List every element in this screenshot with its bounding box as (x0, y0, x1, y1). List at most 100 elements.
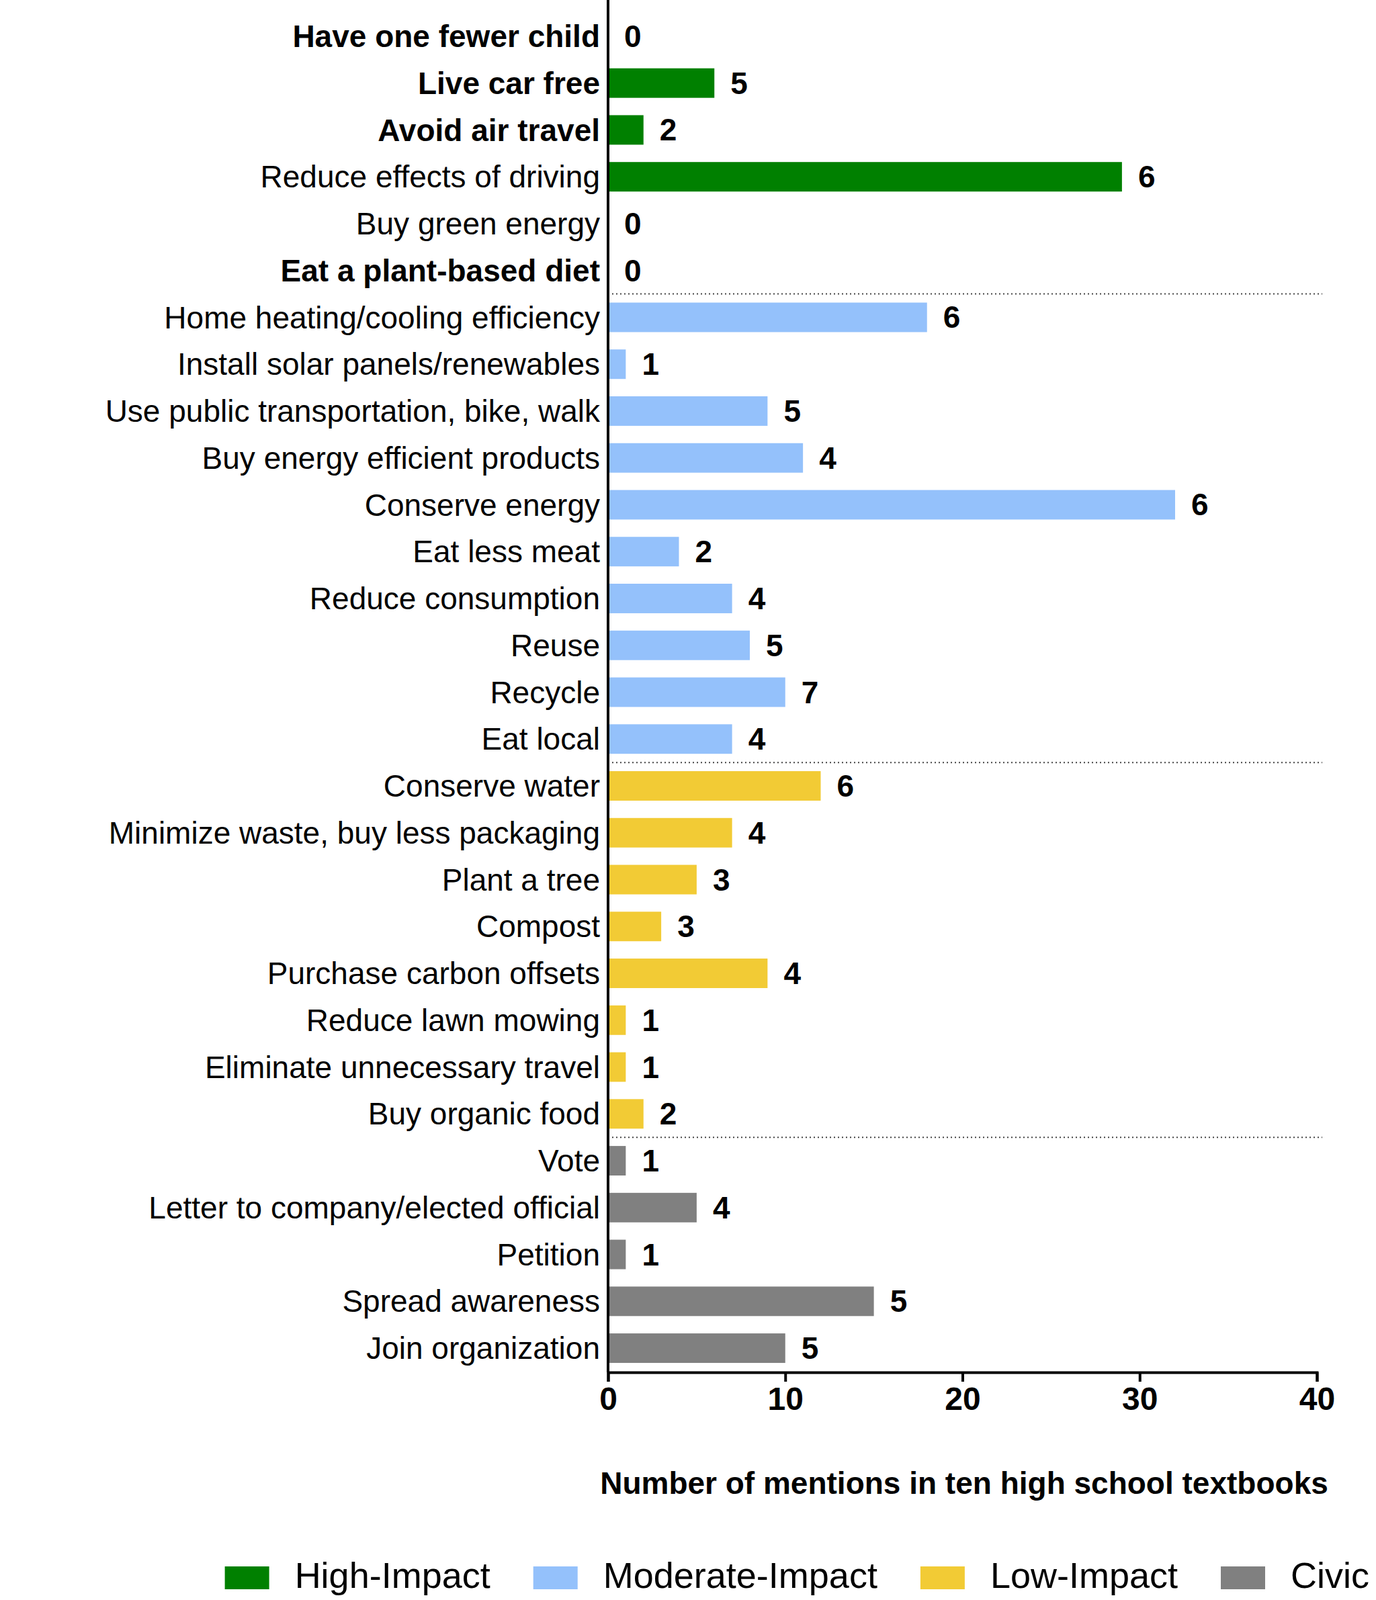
bar (608, 443, 803, 473)
x-axis-line (608, 1373, 1318, 1383)
category-label: Avoid air travel (377, 112, 600, 148)
textbook-count: 7 (801, 675, 820, 711)
legend-item: High-Impact (225, 1555, 491, 1596)
textbook-count: 1 (641, 346, 660, 382)
y-axis-line (606, 0, 610, 1373)
y-tick: Eat local (481, 721, 609, 757)
y-tick: Install solar panels/renewables (177, 346, 609, 382)
legend-item: Civic (1220, 1555, 1370, 1596)
bar (608, 1193, 697, 1223)
category-label: Install solar panels/renewables (177, 346, 600, 382)
textbook-count: 1 (641, 1050, 660, 1086)
x-axis: 010203040 (599, 1372, 1336, 1417)
x-tick-mark (961, 1372, 965, 1383)
textbook-count: 2 (659, 1096, 678, 1132)
bar (608, 865, 697, 895)
y-tick: Reduce consumption (309, 581, 609, 617)
x-tick-mark (1316, 1372, 1319, 1383)
textbook-count: 5 (801, 1330, 820, 1366)
category-label: Petition (497, 1237, 600, 1273)
x-tick-label: 30 (1122, 1381, 1158, 1417)
y-tick: Compost (476, 909, 609, 944)
bar (608, 1099, 644, 1129)
legend-swatch (225, 1566, 270, 1590)
textbook-count: 5 (730, 65, 748, 101)
x-tick: 40 (1299, 1372, 1336, 1417)
bar (608, 1286, 875, 1317)
y-tick: Buy organic food (368, 1096, 609, 1132)
textbook-count: 6 (1191, 487, 1209, 523)
y-tick: Use public transportation, bike, walk (105, 393, 609, 429)
x-tick: 0 (599, 1372, 618, 1417)
y-tick: Minimize waste, buy less packaging (108, 815, 609, 851)
bar (608, 114, 644, 145)
textbook-count: 6 (943, 299, 961, 335)
category-label: Vote (538, 1143, 600, 1179)
category-label: Join organization (366, 1330, 600, 1366)
bar (608, 771, 822, 801)
bar (608, 1052, 626, 1083)
category-label: Eat a plant-based diet (280, 253, 600, 289)
legend-item: Low-Impact (920, 1555, 1178, 1596)
category-label: Buy green energy (356, 206, 600, 242)
category-label: Plant a tree (442, 862, 600, 898)
bar (608, 536, 680, 567)
x-tick: 30 (1122, 1372, 1158, 1417)
category-label: Conserve energy (364, 487, 600, 523)
legend-label: Moderate-Impact (603, 1555, 878, 1596)
textbook-count: 4 (748, 815, 766, 851)
bar (608, 490, 1176, 521)
category-label: Letter to company/elected official (148, 1190, 600, 1226)
category-label: Minimize waste, buy less packaging (108, 815, 600, 851)
category-label: Conserve water (383, 768, 600, 804)
category-label: Eat local (481, 721, 600, 757)
textbook-count: 4 (748, 721, 766, 757)
category-label: Spread awareness (341, 1283, 600, 1319)
bar (608, 1146, 626, 1176)
bar (608, 68, 715, 99)
legend-label: Civic (1290, 1555, 1370, 1596)
legend-label: High-Impact (294, 1555, 491, 1596)
textbook-count: 2 (695, 534, 713, 570)
category-label: Eliminate unnecessary travel (204, 1050, 600, 1086)
category-label: Home heating/cooling efficiency (163, 300, 600, 336)
y-tick: Reduce effects of driving (260, 159, 609, 195)
bar (608, 396, 768, 426)
bar (608, 349, 626, 379)
category-label: Recycle (489, 675, 600, 711)
textbook-count: 4 (748, 581, 766, 617)
y-tick: Live car free (417, 65, 609, 101)
bar (608, 161, 1123, 192)
legend: High-Impact Moderate-Impact Low-Impact Civi… (225, 1555, 1370, 1596)
legend-label: Low-Impact (990, 1555, 1178, 1596)
textbook-count: 2 (659, 112, 678, 148)
group-separator (608, 293, 1323, 295)
y-tick: Join organization (366, 1330, 609, 1366)
bar (608, 630, 750, 661)
bar (608, 911, 662, 942)
x-tick-mark (784, 1372, 787, 1383)
y-tick: Reuse (510, 628, 609, 664)
y-tick: Plant a tree (442, 862, 609, 898)
legend-swatch (920, 1566, 965, 1590)
category-label: Use public transportation, bike, walk (105, 393, 601, 429)
group-separator (608, 761, 1323, 764)
y-tick: Avoid air travel (377, 112, 609, 148)
legend-swatch (1220, 1566, 1266, 1590)
bar (608, 302, 928, 332)
group-separator (608, 1136, 1323, 1139)
x-tick: 20 (944, 1372, 981, 1417)
x-axis-title: Number of mentions in ten high school te… (599, 1466, 1329, 1501)
y-tick: Buy energy efficient products (202, 440, 609, 476)
category-label: Compost (476, 909, 600, 944)
textbook-count: 1 (641, 1237, 660, 1273)
textbook-count: 4 (712, 1190, 731, 1226)
bar (608, 583, 733, 614)
x-tick-label: 40 (1299, 1381, 1336, 1417)
bar (608, 1333, 786, 1364)
textbook-count: 1 (641, 1143, 660, 1179)
textbook-count: 5 (765, 628, 784, 664)
y-tick: Home heating/cooling efficiency (163, 300, 609, 336)
category-label: Eat less meat (412, 534, 600, 570)
x-tick-mark (607, 1372, 611, 1383)
